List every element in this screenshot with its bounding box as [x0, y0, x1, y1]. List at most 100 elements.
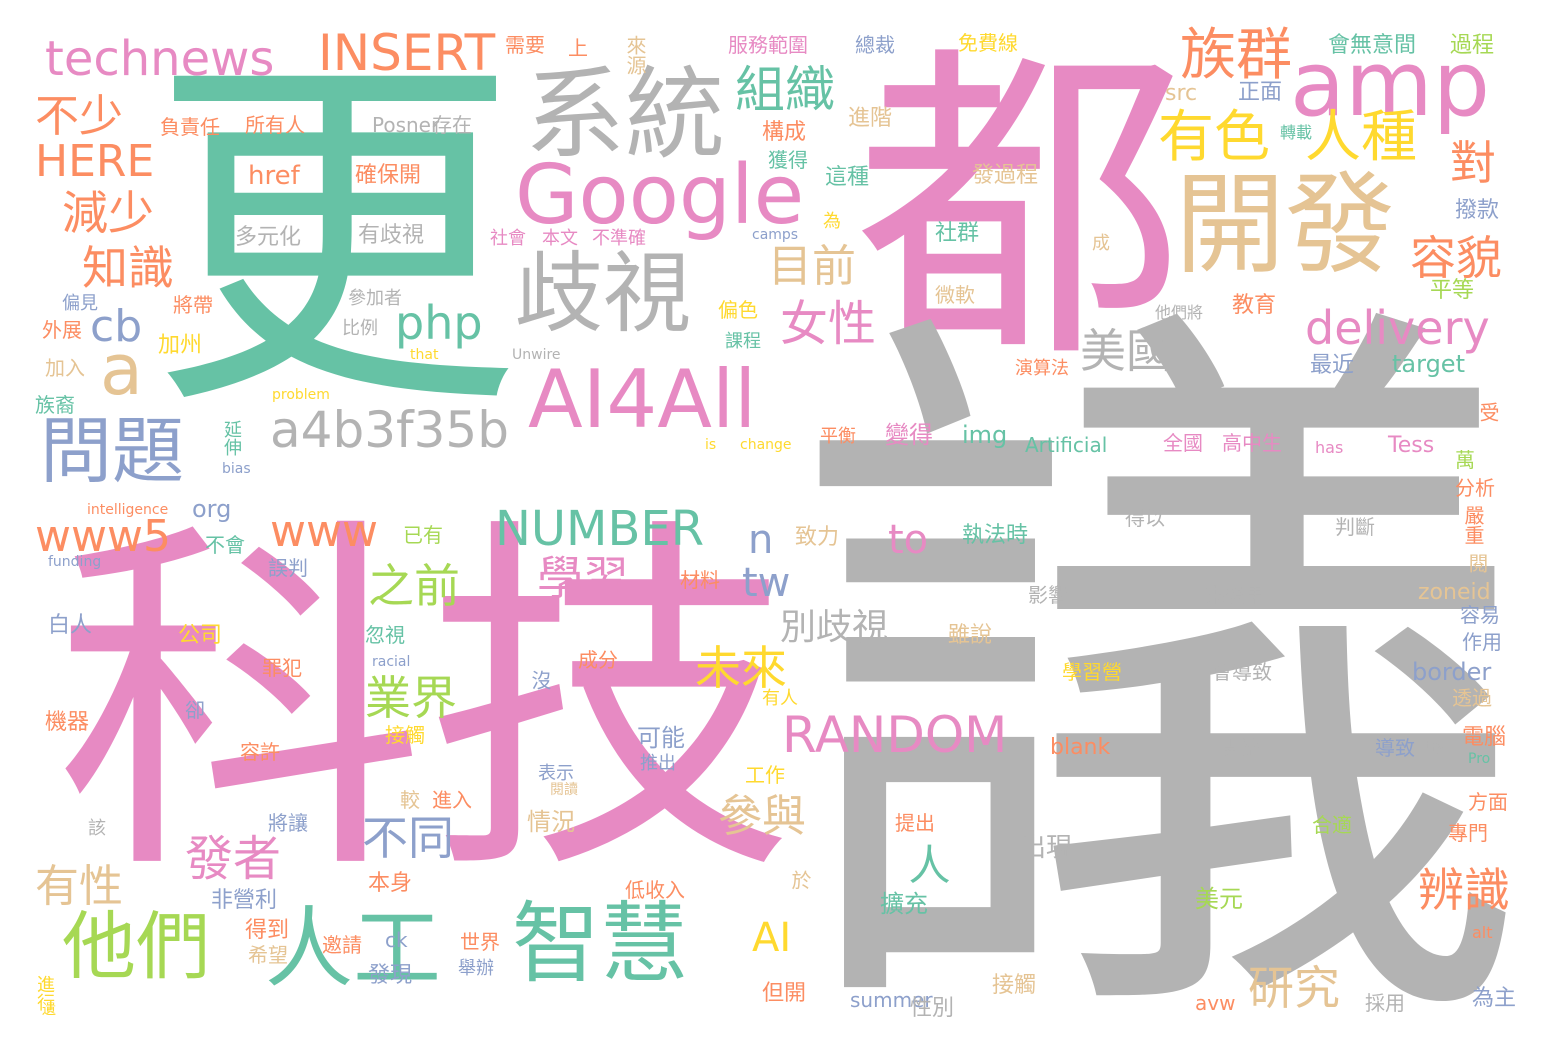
cloud-word: 參與	[718, 791, 806, 842]
cloud-word: 高中生	[1222, 431, 1282, 455]
cloud-word: 成分	[578, 648, 618, 672]
cloud-word: 發者	[185, 831, 282, 887]
cloud-word: 提出	[895, 811, 935, 835]
cloud-word: 發過程	[972, 163, 1039, 188]
cloud-word: 最近	[1310, 353, 1355, 378]
cloud-word: 美國	[1080, 324, 1172, 378]
cloud-word: 進入	[432, 788, 472, 812]
cloud-word: 減少	[62, 186, 154, 240]
cloud-word: 有人	[762, 688, 798, 709]
cloud-word: 辨識	[1418, 863, 1510, 917]
cloud-word: 過程	[1450, 33, 1495, 58]
cloud-word: 學習營	[1062, 660, 1122, 684]
cloud-word: 正面	[1238, 80, 1283, 105]
cloud-word: 方面	[1468, 790, 1508, 814]
cloud-word: 表示	[538, 763, 574, 784]
cloud-word: 人工	[265, 897, 442, 1000]
cloud-word: 情況	[527, 808, 575, 836]
cloud-word: 已有	[403, 523, 443, 547]
cloud-word: 演算法	[1015, 358, 1069, 379]
cloud-word: 教育	[1232, 293, 1277, 318]
cloud-word: 族裔	[35, 393, 75, 417]
cloud-word: 偏色	[718, 298, 758, 322]
cloud-word: 本身	[368, 871, 413, 896]
cloud-word: href	[248, 161, 300, 191]
cloud-word: 得以	[1125, 506, 1165, 530]
cloud-word: 微軟	[935, 283, 975, 307]
cloud-word: alt	[1472, 923, 1493, 942]
cloud-word: 別歧視	[780, 607, 889, 648]
cloud-word: 接觸	[992, 973, 1037, 998]
cloud-word: technews	[45, 31, 275, 87]
cloud-word: 閱讀	[550, 782, 578, 798]
cloud-word: has	[1315, 438, 1344, 457]
cloud-word: 他們	[62, 904, 210, 990]
cloud-word: 發現	[368, 963, 413, 988]
cloud-word: 所有人	[245, 113, 305, 137]
cloud-word: summer	[850, 988, 933, 1012]
cloud-word: 人	[902, 843, 951, 885]
cloud-word: 來源	[623, 35, 647, 75]
cloud-word: 將帶	[173, 293, 213, 317]
cloud-word: 比例	[342, 318, 378, 339]
cloud-word: php	[395, 296, 483, 350]
cloud-word: 美元	[1195, 885, 1243, 913]
cloud-word: 為主	[1472, 986, 1517, 1011]
cloud-word: 智慧	[512, 892, 689, 995]
cloud-word: 可能	[637, 724, 685, 752]
cloud-word: amp	[1290, 32, 1490, 137]
cloud-word: 進階	[848, 106, 893, 131]
cloud-word: 平衡	[820, 426, 856, 447]
cloud-word: 系統	[525, 56, 725, 173]
cloud-word: 卻	[185, 698, 205, 722]
cloud-word: 撥款	[1455, 198, 1500, 223]
cloud-word: 推出	[640, 753, 676, 774]
cloud-word: 得到	[245, 918, 290, 943]
cloud-word: 開發	[1175, 161, 1395, 289]
cloud-word: 導致	[1375, 736, 1415, 760]
cloud-word: www5	[35, 511, 171, 562]
cloud-word: 但開	[762, 981, 807, 1006]
cloud-word: 不少	[35, 91, 123, 142]
cloud-word: RANDOM	[782, 706, 1008, 764]
cloud-word: 較	[400, 788, 420, 812]
cloud-word: 問題	[40, 409, 185, 493]
cloud-word: a4b3f35b	[270, 401, 509, 459]
cloud-word: 進行	[34, 975, 55, 1011]
cloud-word: 組織	[735, 61, 835, 119]
cloud-word: 該	[88, 818, 106, 839]
cloud-word: 研究	[1248, 961, 1340, 1015]
cloud-word: 容許	[240, 740, 280, 764]
cloud-word: 容貌	[1410, 231, 1502, 285]
cloud-word: 萬	[1455, 448, 1475, 472]
cloud-word: 為	[823, 211, 841, 232]
cloud-word: 平等	[1430, 278, 1475, 303]
cloud-word: 有色	[1158, 105, 1270, 170]
cloud-word: 閱	[1465, 553, 1489, 573]
cloud-word: 來後果	[1205, 583, 1265, 607]
cloud-word: Posner	[372, 113, 440, 137]
cloud-word: 執法時	[962, 523, 1029, 548]
cloud-word: NUMBER	[495, 501, 705, 557]
cloud-word: 本文	[542, 228, 578, 249]
cloud-word: 都	[855, 18, 1185, 402]
cloud-word: img	[962, 421, 1008, 449]
cloud-word: 變得	[885, 421, 933, 449]
cloud-word: 擴充	[880, 890, 928, 918]
cloud-word: 嚴重	[1461, 505, 1485, 545]
cloud-word: 人種	[1305, 105, 1417, 170]
cloud-word: 合適	[1312, 813, 1352, 837]
cloud-word: 總裁	[855, 33, 895, 57]
cloud-word: AI4All	[528, 353, 757, 446]
cloud-word: www	[270, 506, 378, 557]
cloud-word: 邀請	[322, 933, 362, 957]
cloud-word: 工作	[745, 763, 785, 787]
cloud-word: 加入	[45, 356, 85, 380]
cloud-word: 獲得	[768, 148, 808, 172]
cloud-word: 構成	[762, 120, 807, 145]
cloud-word: 世界	[460, 930, 500, 954]
cloud-word: 多元化	[235, 225, 302, 250]
cloud-word: change	[740, 437, 792, 453]
cloud-word: 非營利	[211, 888, 278, 913]
